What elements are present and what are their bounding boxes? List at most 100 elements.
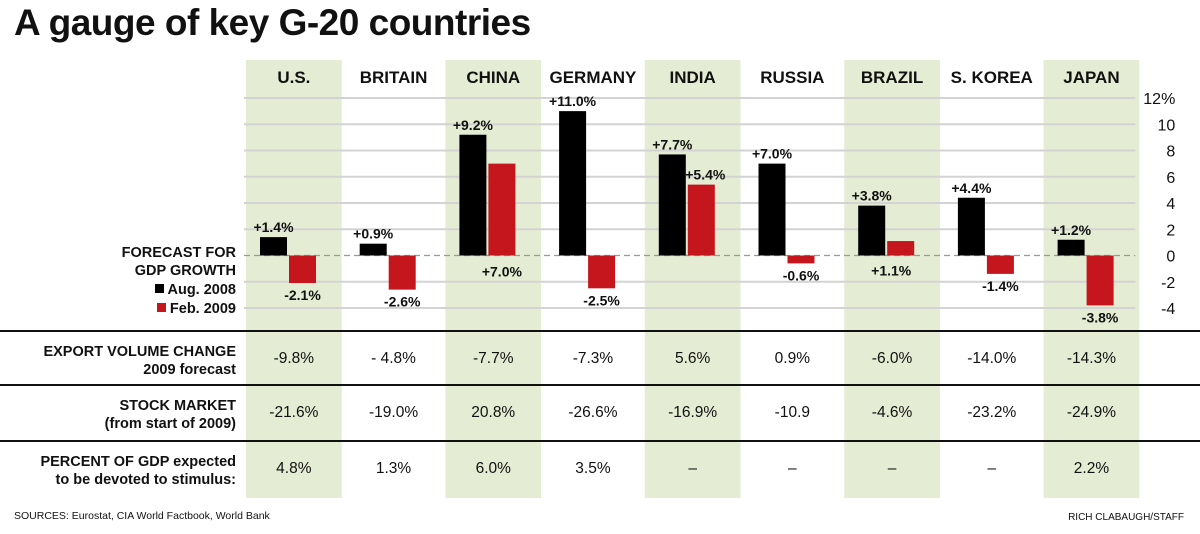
data-label-feb-russia: -0.6% — [783, 267, 820, 283]
stock-value-japan: -24.9% — [1067, 404, 1116, 421]
bar-feb-china — [488, 163, 516, 256]
data-label-feb-china: +7.0% — [482, 264, 523, 280]
bar-aug-japan — [1057, 239, 1085, 256]
y-tick-label: 2 — [1166, 222, 1175, 239]
data-label-aug-russia: +7.0% — [752, 146, 793, 162]
stock-value-germany: -26.6% — [568, 404, 617, 421]
data-label-aug-u-s: +1.4% — [253, 219, 294, 235]
bar-feb-germany — [588, 255, 616, 289]
column-header-russia: RUSSIA — [760, 68, 824, 87]
legend-label-aug: Aug. 2008 — [167, 282, 237, 298]
stimulus-value-s-korea: – — [987, 460, 996, 477]
stock-value-s-korea: -23.2% — [967, 404, 1016, 421]
data-label-feb-u-s: -2.1% — [284, 287, 321, 303]
column-shade-brazil — [844, 60, 940, 498]
y-tick-label: 4 — [1166, 196, 1175, 213]
y-tick-label: 0 — [1166, 249, 1175, 266]
data-label-aug-germany: +11.0% — [549, 93, 597, 109]
data-label-aug-japan: +1.2% — [1051, 222, 1092, 238]
column-header-germany: GERMANY — [549, 68, 637, 87]
data-label-feb-india: +5.4% — [685, 167, 726, 183]
export-row-label: EXPORT VOLUME CHANGE 2009 forecast — [0, 343, 236, 379]
stock-row-label-line2: (from start of 2009) — [104, 416, 236, 432]
export-value-s-korea: -14.0% — [967, 350, 1016, 367]
export-value-britain: - 4.8% — [371, 350, 416, 367]
data-label-aug-india: +7.7% — [652, 136, 693, 152]
data-label-feb-germany: -2.5% — [583, 292, 620, 308]
y-tick-label: 12% — [1143, 91, 1175, 108]
column-header-china: CHINA — [466, 68, 520, 87]
column-header-britain: BRITAIN — [360, 68, 428, 87]
stock-value-britain: -19.0% — [369, 404, 418, 421]
bar-feb-japan — [1086, 255, 1114, 306]
y-tick-label: 8 — [1166, 144, 1175, 161]
bar-feb-britain — [388, 255, 416, 290]
column-header-u-s: U.S. — [277, 68, 310, 87]
y-tick-label: 10 — [1158, 117, 1176, 134]
stock-value-india: -16.9% — [668, 404, 717, 421]
credit-note: RICH CLABAUGH/STAFF — [1068, 512, 1184, 523]
forecast-label-line2: GDP GROWTH — [134, 263, 236, 279]
bar-feb-s-korea — [986, 255, 1014, 274]
export-value-brazil: -6.0% — [872, 350, 913, 367]
y-tick-label: -2 — [1161, 275, 1175, 292]
y-tick-label: -4 — [1161, 301, 1175, 318]
bar-aug-brazil — [858, 205, 886, 256]
bar-aug-britain — [359, 243, 387, 256]
column-header-brazil: BRAZIL — [861, 68, 923, 87]
stimulus-value-china: 6.0% — [476, 460, 512, 477]
data-label-aug-brazil: +3.8% — [852, 188, 893, 204]
stock-value-brazil: -4.6% — [872, 404, 913, 421]
bar-aug-china — [459, 134, 487, 256]
stock-value-russia: -10.9 — [775, 404, 810, 421]
stimulus-value-india: – — [688, 460, 697, 477]
bar-feb-brazil — [887, 241, 915, 256]
stimulus-row-label-line1: PERCENT OF GDP expected — [40, 454, 236, 470]
sources-note: SOURCES: Eurostat, CIA World Factbook, W… — [14, 510, 270, 522]
stimulus-value-u-s: 4.8% — [276, 460, 312, 477]
stimulus-row-label: PERCENT OF GDP expected to be devoted to… — [0, 453, 236, 489]
column-shade-china — [445, 60, 542, 498]
y-tick-label: 6 — [1166, 170, 1175, 187]
stock-value-china: 20.8% — [471, 404, 515, 421]
bar-feb-russia — [787, 255, 815, 264]
bar-feb-india — [687, 184, 715, 256]
legend-swatch-feb — [156, 303, 166, 312]
bar-aug-s-korea — [957, 197, 985, 256]
bar-aug-germany — [559, 111, 587, 256]
column-header-s-korea: S. KOREA — [951, 68, 1033, 87]
stock-value-u-s: -21.6% — [269, 404, 318, 421]
stock-row-label: STOCK MARKET (from start of 2009) — [0, 397, 236, 433]
export-value-russia: 0.9% — [775, 350, 811, 367]
bar-aug-india — [658, 154, 686, 256]
data-label-feb-s-korea: -1.4% — [982, 278, 1019, 294]
data-label-feb-britain: -2.6% — [384, 294, 421, 310]
stimulus-value-japan: 2.2% — [1074, 460, 1110, 477]
stimulus-value-germany: 3.5% — [575, 460, 611, 477]
stock-row-label-line1: STOCK MARKET — [119, 398, 236, 414]
bar-aug-russia — [758, 163, 786, 256]
chart-title: A gauge of key G-20 countries — [14, 2, 531, 43]
column-header-india: INDIA — [670, 68, 716, 87]
export-value-u-s: -9.8% — [274, 350, 315, 367]
export-value-germany: -7.3% — [573, 350, 614, 367]
stimulus-value-russia: – — [788, 460, 797, 477]
column-shade-india — [644, 60, 741, 498]
data-label-aug-china: +9.2% — [453, 117, 494, 133]
column-header-japan: JAPAN — [1063, 68, 1119, 87]
bar-feb-u-s — [289, 255, 316, 284]
bar-aug-u-s — [260, 237, 287, 256]
export-row-label-line1: EXPORT VOLUME CHANGE — [43, 344, 236, 360]
export-row-label-line2: 2009 forecast — [143, 362, 236, 378]
stimulus-row-label-line2: to be devoted to stimulus: — [55, 472, 236, 488]
export-value-china: -7.7% — [473, 350, 514, 367]
forecast-label: FORECAST FOR GDP GROWTH — [0, 244, 236, 280]
forecast-label-line1: FORECAST FOR — [121, 245, 236, 261]
data-label-aug-s-korea: +4.4% — [951, 180, 992, 196]
stimulus-value-britain: 1.3% — [376, 460, 412, 477]
legend-swatch-aug — [154, 284, 164, 293]
legend: Aug. 2008 Feb. 2009 — [0, 281, 236, 319]
legend-label-feb: Feb. 2009 — [169, 301, 236, 317]
data-label-feb-japan: -3.8% — [1082, 309, 1119, 325]
